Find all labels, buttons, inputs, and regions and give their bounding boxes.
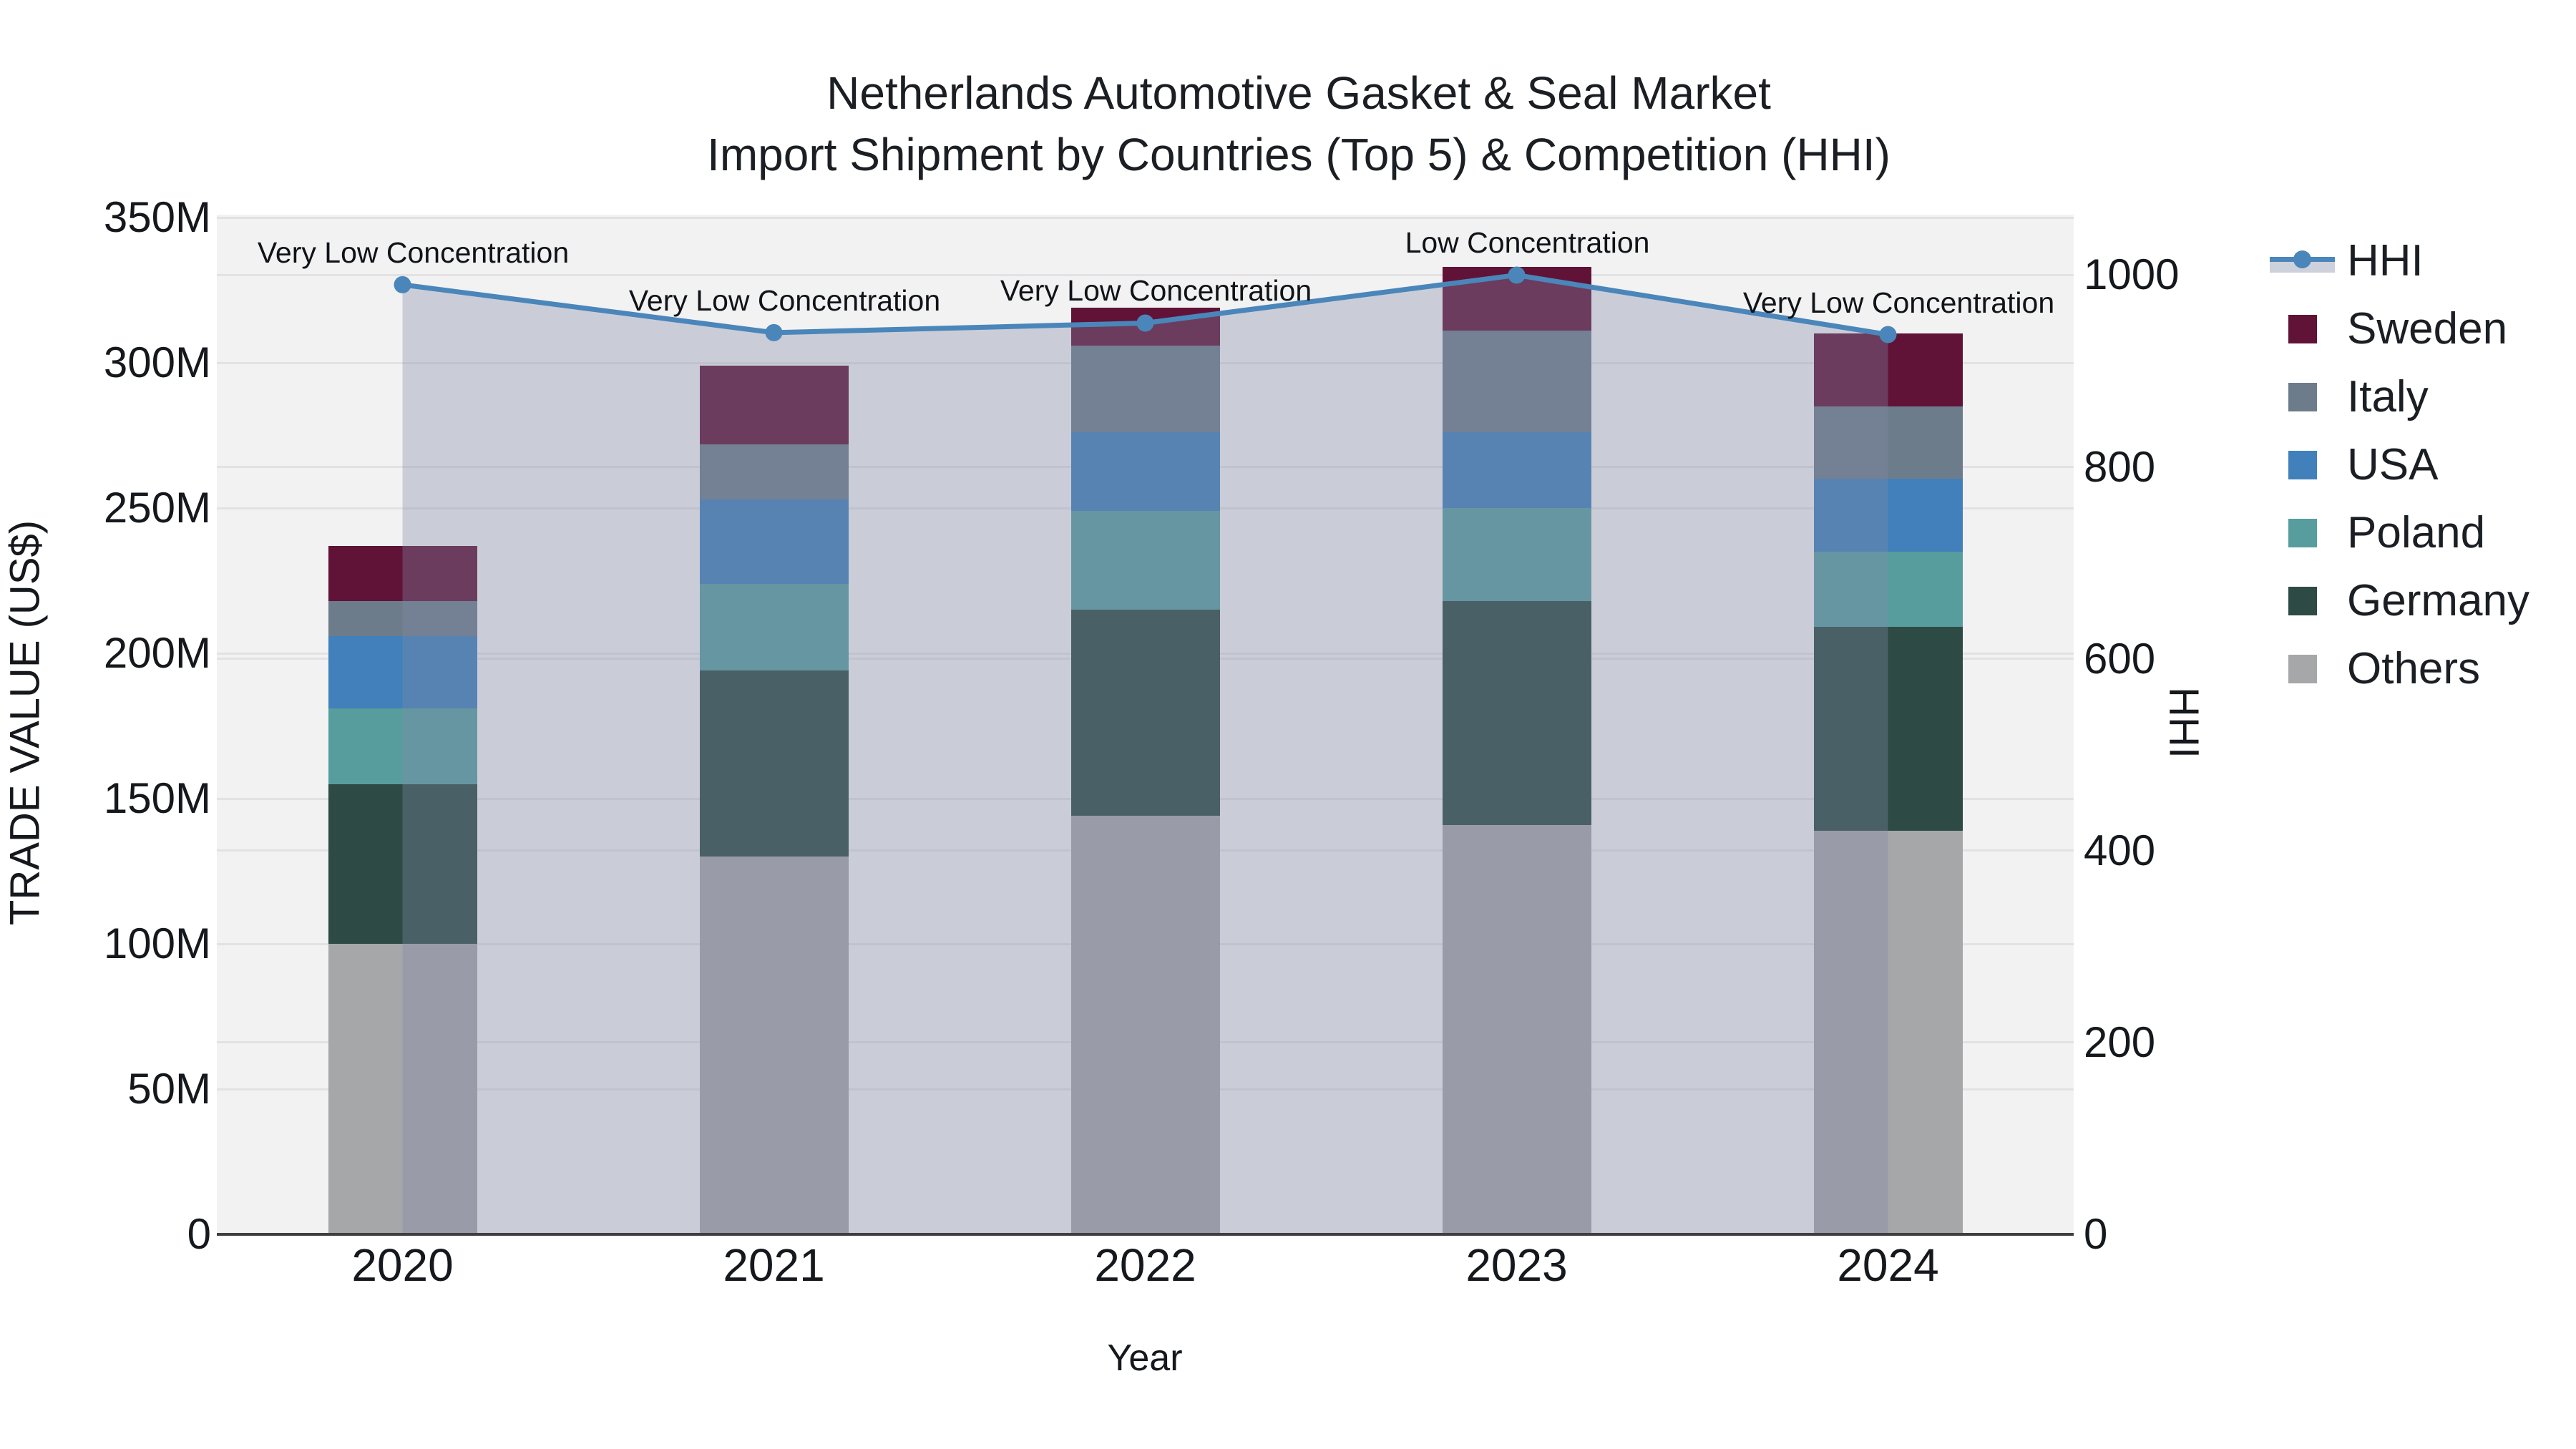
bar-segment-2024-sweden[interactable]: [1813, 333, 1963, 406]
y-right-tick-400: 400: [2084, 826, 2156, 874]
x-axis-baseline: [217, 1233, 2074, 1236]
y-left-tick-350M: 350M: [103, 193, 211, 242]
legend-label-usa: USA: [2347, 439, 2439, 489]
legend-swatch-icon: [2268, 499, 2347, 567]
legend-label-italy: Italy: [2347, 371, 2429, 421]
legend-swatch-icon: [2268, 295, 2347, 363]
legend-swatch-sweden: [2288, 314, 2317, 343]
y-right-axis-title: HHI: [2160, 687, 2207, 758]
y-right-tick-600: 600: [2084, 634, 2156, 683]
annotation-2023: Low Concentration: [1405, 226, 1650, 260]
legend-swatch-icon: [2268, 567, 2347, 635]
x-tick-2021: 2021: [723, 1239, 825, 1291]
bar-segment-2023-sweden[interactable]: [1442, 267, 1591, 331]
legend-swatch-icon: [2268, 635, 2347, 703]
bar-segment-2020-sweden[interactable]: [328, 545, 477, 601]
bar-segment-2021-sweden[interactable]: [699, 366, 849, 444]
bar-segment-2022-sweden[interactable]: [1070, 307, 1220, 346]
legend-label-germany: Germany: [2347, 575, 2529, 625]
legend-item-germany[interactable]: Germany: [2268, 567, 2529, 635]
y-right-tick-800: 800: [2084, 442, 2156, 491]
legend-label-others: Others: [2347, 643, 2481, 693]
legend-swatch-usa: [2288, 450, 2317, 479]
legend-item-poland[interactable]: Poland: [2268, 499, 2529, 567]
y-left-axis-title: TRADE VALUE (US$): [1, 519, 49, 926]
bar-segment-2020-others[interactable]: [328, 944, 477, 1234]
bar-segment-2020-poland[interactable]: [328, 708, 477, 784]
bar-segment-2020-germany[interactable]: [328, 784, 477, 944]
legend-label-poland: Poland: [2347, 507, 2486, 557]
legend-swatch-others: [2288, 654, 2317, 683]
legend-label-hhi: HHI: [2347, 235, 2424, 286]
y-left-tick-200M: 200M: [103, 629, 211, 678]
bar-segment-2024-italy[interactable]: [1813, 406, 1963, 479]
bar-segment-2021-italy[interactable]: [699, 444, 849, 499]
bar-segment-2023-others[interactable]: [1442, 824, 1591, 1234]
y-left-tick-100M: 100M: [103, 919, 211, 968]
annotation-2021: Very Low Concentration: [628, 283, 941, 317]
legend-item-italy[interactable]: Italy: [2268, 363, 2529, 431]
y-right-tick-1000: 1000: [2084, 250, 2180, 299]
bar-segment-2022-others[interactable]: [1070, 816, 1220, 1234]
legend-swatch-poland: [2288, 518, 2317, 547]
y-left-tick-0: 0: [187, 1210, 211, 1258]
hhi-line-sample-icon: [2268, 227, 2347, 295]
bar-segment-2023-usa[interactable]: [1442, 432, 1591, 509]
annotation-2022: Very Low Concentration: [1000, 274, 1312, 308]
bar-segment-2021-usa[interactable]: [699, 499, 849, 584]
bar-segment-2024-germany[interactable]: [1813, 627, 1963, 831]
legend-item-sweden[interactable]: Sweden: [2268, 295, 2529, 363]
legend-item-usa[interactable]: USA: [2268, 431, 2529, 499]
legend: HHI Sweden Italy USA Poland Germany Others: [2268, 227, 2529, 703]
gridline-left-350: [217, 216, 2074, 219]
y-left-tick-50M: 50M: [127, 1065, 211, 1113]
bar-segment-2024-poland[interactable]: [1813, 551, 1963, 628]
x-tick-2020: 2020: [351, 1239, 454, 1291]
annotation-2024: Very Low Concentration: [1742, 286, 2055, 319]
legend-item-hhi[interactable]: HHI: [2268, 227, 2529, 295]
bar-segment-2022-usa[interactable]: [1070, 432, 1220, 512]
x-tick-2023: 2023: [1465, 1239, 1568, 1291]
bar-segment-2022-italy[interactable]: [1070, 345, 1220, 433]
x-axis-title: Year: [1107, 1337, 1183, 1379]
x-tick-2022: 2022: [1094, 1239, 1196, 1291]
bar-segment-2021-others[interactable]: [699, 857, 849, 1234]
annotation-2020: Very Low Concentration: [257, 235, 570, 269]
y-left-tick-150M: 150M: [103, 774, 211, 823]
y-left-tick-300M: 300M: [103, 338, 211, 387]
bar-segment-2023-italy[interactable]: [1442, 331, 1591, 433]
bar-segment-2023-poland[interactable]: [1442, 508, 1591, 601]
bar-segment-2022-germany[interactable]: [1070, 610, 1220, 816]
bar-segment-2020-italy[interactable]: [328, 600, 477, 636]
x-tick-2024: 2024: [1837, 1239, 1939, 1291]
legend-swatch-icon: [2268, 363, 2347, 431]
bar-segment-2020-usa[interactable]: [328, 635, 477, 709]
bar-segment-2021-poland[interactable]: [699, 583, 849, 671]
bar-segment-2021-germany[interactable]: [699, 670, 849, 857]
hhi-marker-sample: [2293, 250, 2311, 268]
bar-segment-2024-usa[interactable]: [1813, 479, 1963, 552]
bar-segment-2022-poland[interactable]: [1070, 511, 1220, 610]
y-left-tick-250M: 250M: [103, 484, 211, 532]
legend-swatch-germany: [2288, 586, 2317, 615]
y-right-tick-200: 200: [2084, 1018, 2156, 1066]
legend-item-others[interactable]: Others: [2268, 635, 2529, 703]
legend-swatch-icon: [2268, 431, 2347, 499]
chart-title-line1: Netherlands Automotive Gasket & Seal Mar…: [826, 67, 1771, 119]
y-right-tick-0: 0: [2084, 1210, 2108, 1258]
bar-segment-2023-germany[interactable]: [1442, 600, 1591, 825]
chart-title-line2: Import Shipment by Countries (Top 5) & C…: [707, 129, 1890, 180]
legend-swatch-italy: [2288, 382, 2317, 411]
bar-segment-2024-others[interactable]: [1813, 830, 1963, 1234]
legend-label-sweden: Sweden: [2347, 303, 2508, 353]
